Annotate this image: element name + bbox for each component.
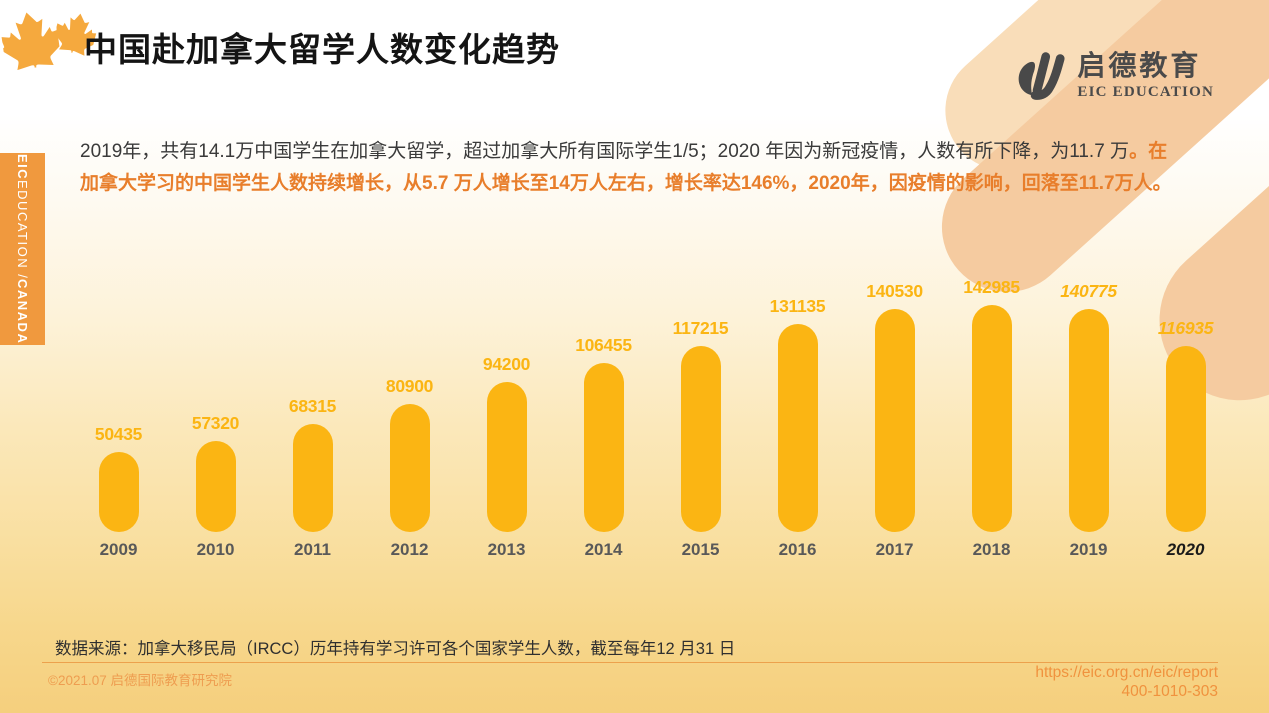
intro-paragraph: 2019年，共有14.1万中国学生在加拿大留学，超过加拿大所有国际学生1/5；2… [80, 136, 1176, 200]
sidebar-label-canada: CANADA [15, 279, 30, 345]
bar-year-label: 2019 [1069, 540, 1108, 559]
logo-name-cn: 启德教育 [1077, 49, 1202, 81]
bar-column: 106455 2014 [555, 276, 652, 560]
bar-year-label: 2013 [487, 540, 526, 559]
copyright-text: ©2021.07 启德国际教育研究院 [48, 673, 232, 688]
bar [292, 424, 333, 532]
bar-column: 117215 2015 [652, 276, 749, 560]
bar [680, 346, 721, 532]
bar-year-label: 2010 [196, 540, 235, 559]
bar [874, 309, 915, 532]
bar-column: 50435 2009 [70, 276, 167, 560]
bar-year-label: 2011 [294, 540, 331, 559]
bar-value-label: 116935 [1157, 318, 1214, 338]
bar-column: 140530 2017 [846, 276, 943, 560]
sidebar-label-eic: EIC [15, 153, 30, 180]
bar [486, 382, 527, 532]
intro-text-black: 2019年，共有14.1万中国学生在加拿大留学，超过加拿大所有国际学生1/5；2… [80, 141, 1130, 162]
page-title: 中国赴加拿大留学人数变化趋势 [84, 31, 560, 68]
bar-value-label: 140530 [866, 281, 923, 301]
intro-text-highlight: 。在加拿大学习的中国学生人数持续增长，从5.7 万人增长至14万人左右，增长率达… [80, 141, 1172, 194]
eic-logo-mark-icon [1019, 52, 1065, 100]
bar-column: 140775 2019 [1040, 276, 1137, 560]
bar [98, 452, 139, 532]
bar-year-label: 2012 [390, 540, 429, 559]
bar-value-label: 117215 [672, 318, 729, 338]
footer-divider [42, 662, 1218, 663]
bar-year-label: 2014 [584, 540, 623, 559]
bar-chart: 50435 2009 57320 2010 68315 2011 80900 2012 9420… [70, 276, 1234, 560]
maple-leaf-icon [51, 6, 100, 59]
bar-year-label: 2020 [1166, 540, 1205, 559]
report-url: https://eic.org.cn/eic/report [1035, 664, 1218, 681]
logo-name-en: EIC EDUCATION [1077, 83, 1214, 100]
bar-column: 57320 2010 [167, 276, 264, 560]
eic-logo-text: 启德教育 EIC EDUCATION [1077, 50, 1214, 101]
footer-contact: https://eic.org.cn/eic/report 400-1010-3… [1035, 663, 1218, 701]
bar-column: 68315 2011 [264, 276, 361, 560]
bar-year-label: 2015 [681, 540, 720, 559]
bar-value-label: 80900 [385, 376, 434, 396]
bar-value-label: 142985 [963, 277, 1020, 297]
bar-column: 94200 2013 [458, 276, 555, 560]
bar-column: 131135 2016 [749, 276, 846, 560]
bar-year-label: 2017 [875, 540, 914, 559]
bar-value-label: 50435 [94, 424, 143, 444]
bar-column: 116935 2020 [1137, 276, 1234, 560]
bar-value-label: 57320 [191, 413, 240, 433]
maple-leaf-icon [0, 4, 65, 76]
bar-value-label: 140775 [1060, 281, 1117, 301]
bar [1068, 309, 1109, 532]
bar-value-label: 106455 [575, 335, 632, 355]
bar [1165, 346, 1206, 532]
bar [389, 404, 430, 532]
bar [195, 441, 236, 532]
bar [583, 363, 624, 532]
bar-year-label: 2018 [972, 540, 1011, 559]
data-source-note: 数据来源：加拿大移民局（IRCC）历年持有学习许可各个国家学生人数，截至每年12… [55, 640, 736, 658]
bar-column: 80900 2012 [361, 276, 458, 560]
bar-year-label: 2009 [99, 540, 138, 559]
bar-value-label: 131135 [769, 296, 826, 316]
bar-year-label: 2016 [778, 540, 817, 559]
bar-value-label: 68315 [288, 396, 337, 416]
bar-value-label: 94200 [482, 354, 531, 374]
sidebar-region-tab: EIC EDUCATION / CANADA [0, 153, 45, 345]
bar [777, 324, 818, 532]
eic-logo: 启德教育 EIC EDUCATION [1009, 44, 1214, 106]
sidebar-label-education: EDUCATION / [15, 179, 30, 280]
bar-column: 142985 2018 [943, 276, 1040, 560]
phone-number: 400-1010-303 [1121, 683, 1218, 700]
bar [971, 305, 1012, 532]
